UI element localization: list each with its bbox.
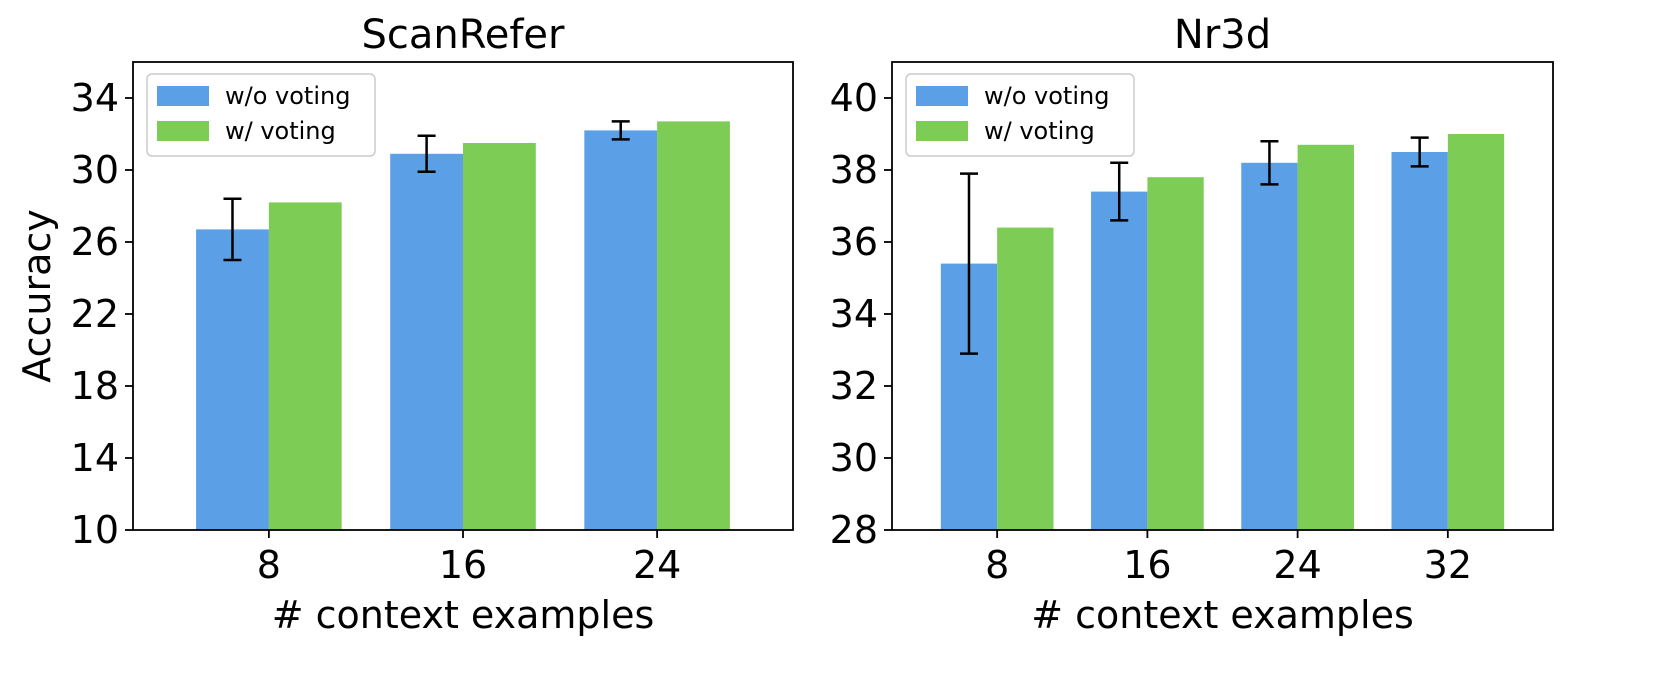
x-tick-label: 16 [439,543,487,587]
y-tick-label: 22 [71,292,119,336]
error-bar-8 [223,197,242,262]
legend: w/o voting w/ voting [905,73,1135,157]
bar-without-voting-8 [196,229,269,530]
y-axis-label: Accuracy [15,209,59,383]
y-tick-label: 34 [71,76,119,120]
x-axis-label: # context examples [1031,593,1414,637]
legend-label-without-voting: w/o voting [984,82,1109,110]
bar-with-voting-8 [268,202,342,530]
bar-without-voting-24 [1241,162,1298,531]
y-tick-label: 14 [71,436,119,480]
error-bar-24 [611,120,630,141]
bar-with-voting-32 [1447,134,1505,530]
bar-with-voting-8 [997,227,1054,530]
y-tick-label: 36 [830,220,878,264]
legend-swatch-without-voting [916,86,968,106]
x-tick-label: 32 [1424,543,1472,587]
bar-with-voting-24 [657,121,730,531]
y-tick-label: 32 [830,364,878,408]
error-bar-16 [417,134,436,174]
legend-swatch-with-voting [916,121,968,141]
nr3d-chart: 28 30 32 34 36 38 40 8 16 24 32 Nr3d # context examp… [830,12,1554,637]
scanrefer-chart: 10 14 18 22 26 30 34 8 16 24 ScanRefer # context ex… [15,12,794,637]
y-tick-label: 38 [830,148,878,192]
x-axis-label: # context examples [272,593,655,637]
bar-with-voting-24 [1297,144,1354,531]
x-tick-label: 16 [1123,543,1171,587]
error-bar-24 [1260,139,1279,186]
plot-frame [891,61,1554,531]
legend-label-with-voting: w/ voting [225,117,336,145]
y-tick-label: 30 [830,436,878,480]
y-tick-label: 34 [830,292,878,336]
legend-swatch-without-voting [157,86,209,106]
bar-with-voting-16 [463,143,536,530]
y-tick-label: 10 [71,508,119,552]
legend-swatch-with-voting [157,121,209,141]
chart-title: Nr3d [1174,12,1271,58]
bar-without-voting-16 [390,153,463,531]
x-tick-label: 8 [257,543,281,587]
x-tick-label: 24 [633,543,681,587]
bar-without-voting-16 [1091,191,1148,530]
error-bar-16 [1110,161,1129,222]
error-bar-32 [1410,136,1429,168]
bar-without-voting-32 [1391,152,1448,530]
legend-label-with-voting: w/ voting [984,117,1095,145]
error-bar-8 [959,172,978,355]
bar-with-voting-16 [1147,177,1204,530]
legend: w/o voting w/ voting [146,73,376,157]
x-tick-label: 8 [985,543,1009,587]
y-tick-label: 18 [71,364,119,408]
x-tick-label: 24 [1273,543,1321,587]
chart-title: ScanRefer [362,12,566,58]
y-tick-label: 30 [71,148,119,192]
y-tick-label: 26 [71,220,119,264]
y-tick-label: 40 [830,76,878,120]
legend-label-without-voting: w/o voting [225,82,350,110]
bar-without-voting-24 [584,130,658,530]
y-tick-label: 28 [830,508,878,552]
